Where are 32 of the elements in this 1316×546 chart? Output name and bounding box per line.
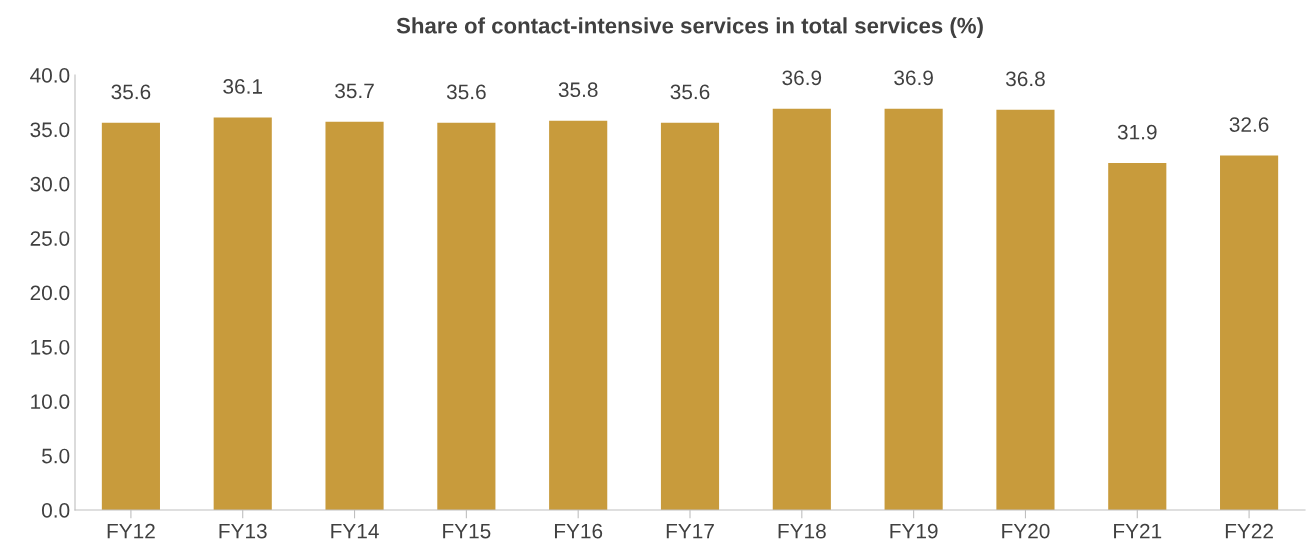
data-label: 36.1 — [223, 79, 262, 94]
y-tick-label: 5.0 — [42, 448, 70, 464]
x-tick-label: FY22 — [1225, 523, 1273, 539]
chart-title: Share of contact-intensive services in total services (%) — [396, 17, 983, 38]
data-label: 35.6 — [111, 84, 151, 100]
x-tick-label: FY13 — [219, 523, 267, 539]
y-tick-label: 30.0 — [30, 176, 70, 192]
x-tick-label: FY19 — [890, 523, 938, 539]
x-tick-label: FY21 — [1114, 523, 1162, 539]
data-label: 36.9 — [894, 70, 933, 86]
y-tick-label: 20.0 — [30, 285, 70, 301]
y-tick-label: 10.0 — [31, 394, 70, 409]
y-tick-label: 35.0 — [30, 122, 70, 138]
data-label: 35.6 — [446, 84, 486, 100]
data-label: 32.6 — [1229, 117, 1269, 132]
x-tick-label: FY18 — [778, 523, 826, 539]
y-tick-label: 15.0 — [31, 339, 70, 355]
data-label: 35.6 — [670, 84, 710, 100]
x-tick-label: FY15 — [443, 523, 491, 539]
x-tick-label: FY12 — [107, 523, 155, 539]
x-tick-label: FY14 — [331, 523, 379, 539]
data-label: 35.7 — [335, 83, 374, 99]
y-tick-label: 25.0 — [30, 231, 70, 246]
data-label: 36.8 — [1005, 71, 1045, 87]
x-tick-label: FY16 — [554, 523, 603, 539]
y-tick-label: 40.0 — [30, 68, 70, 83]
data-label: 31.9 — [1117, 124, 1157, 140]
data-label: 36.9 — [782, 70, 822, 86]
x-tick-label: FY17 — [666, 523, 714, 539]
y-tick-label: 0.0 — [41, 503, 70, 518]
data-label: 35.8 — [558, 82, 598, 98]
x-tick-label: FY20 — [1002, 523, 1050, 539]
